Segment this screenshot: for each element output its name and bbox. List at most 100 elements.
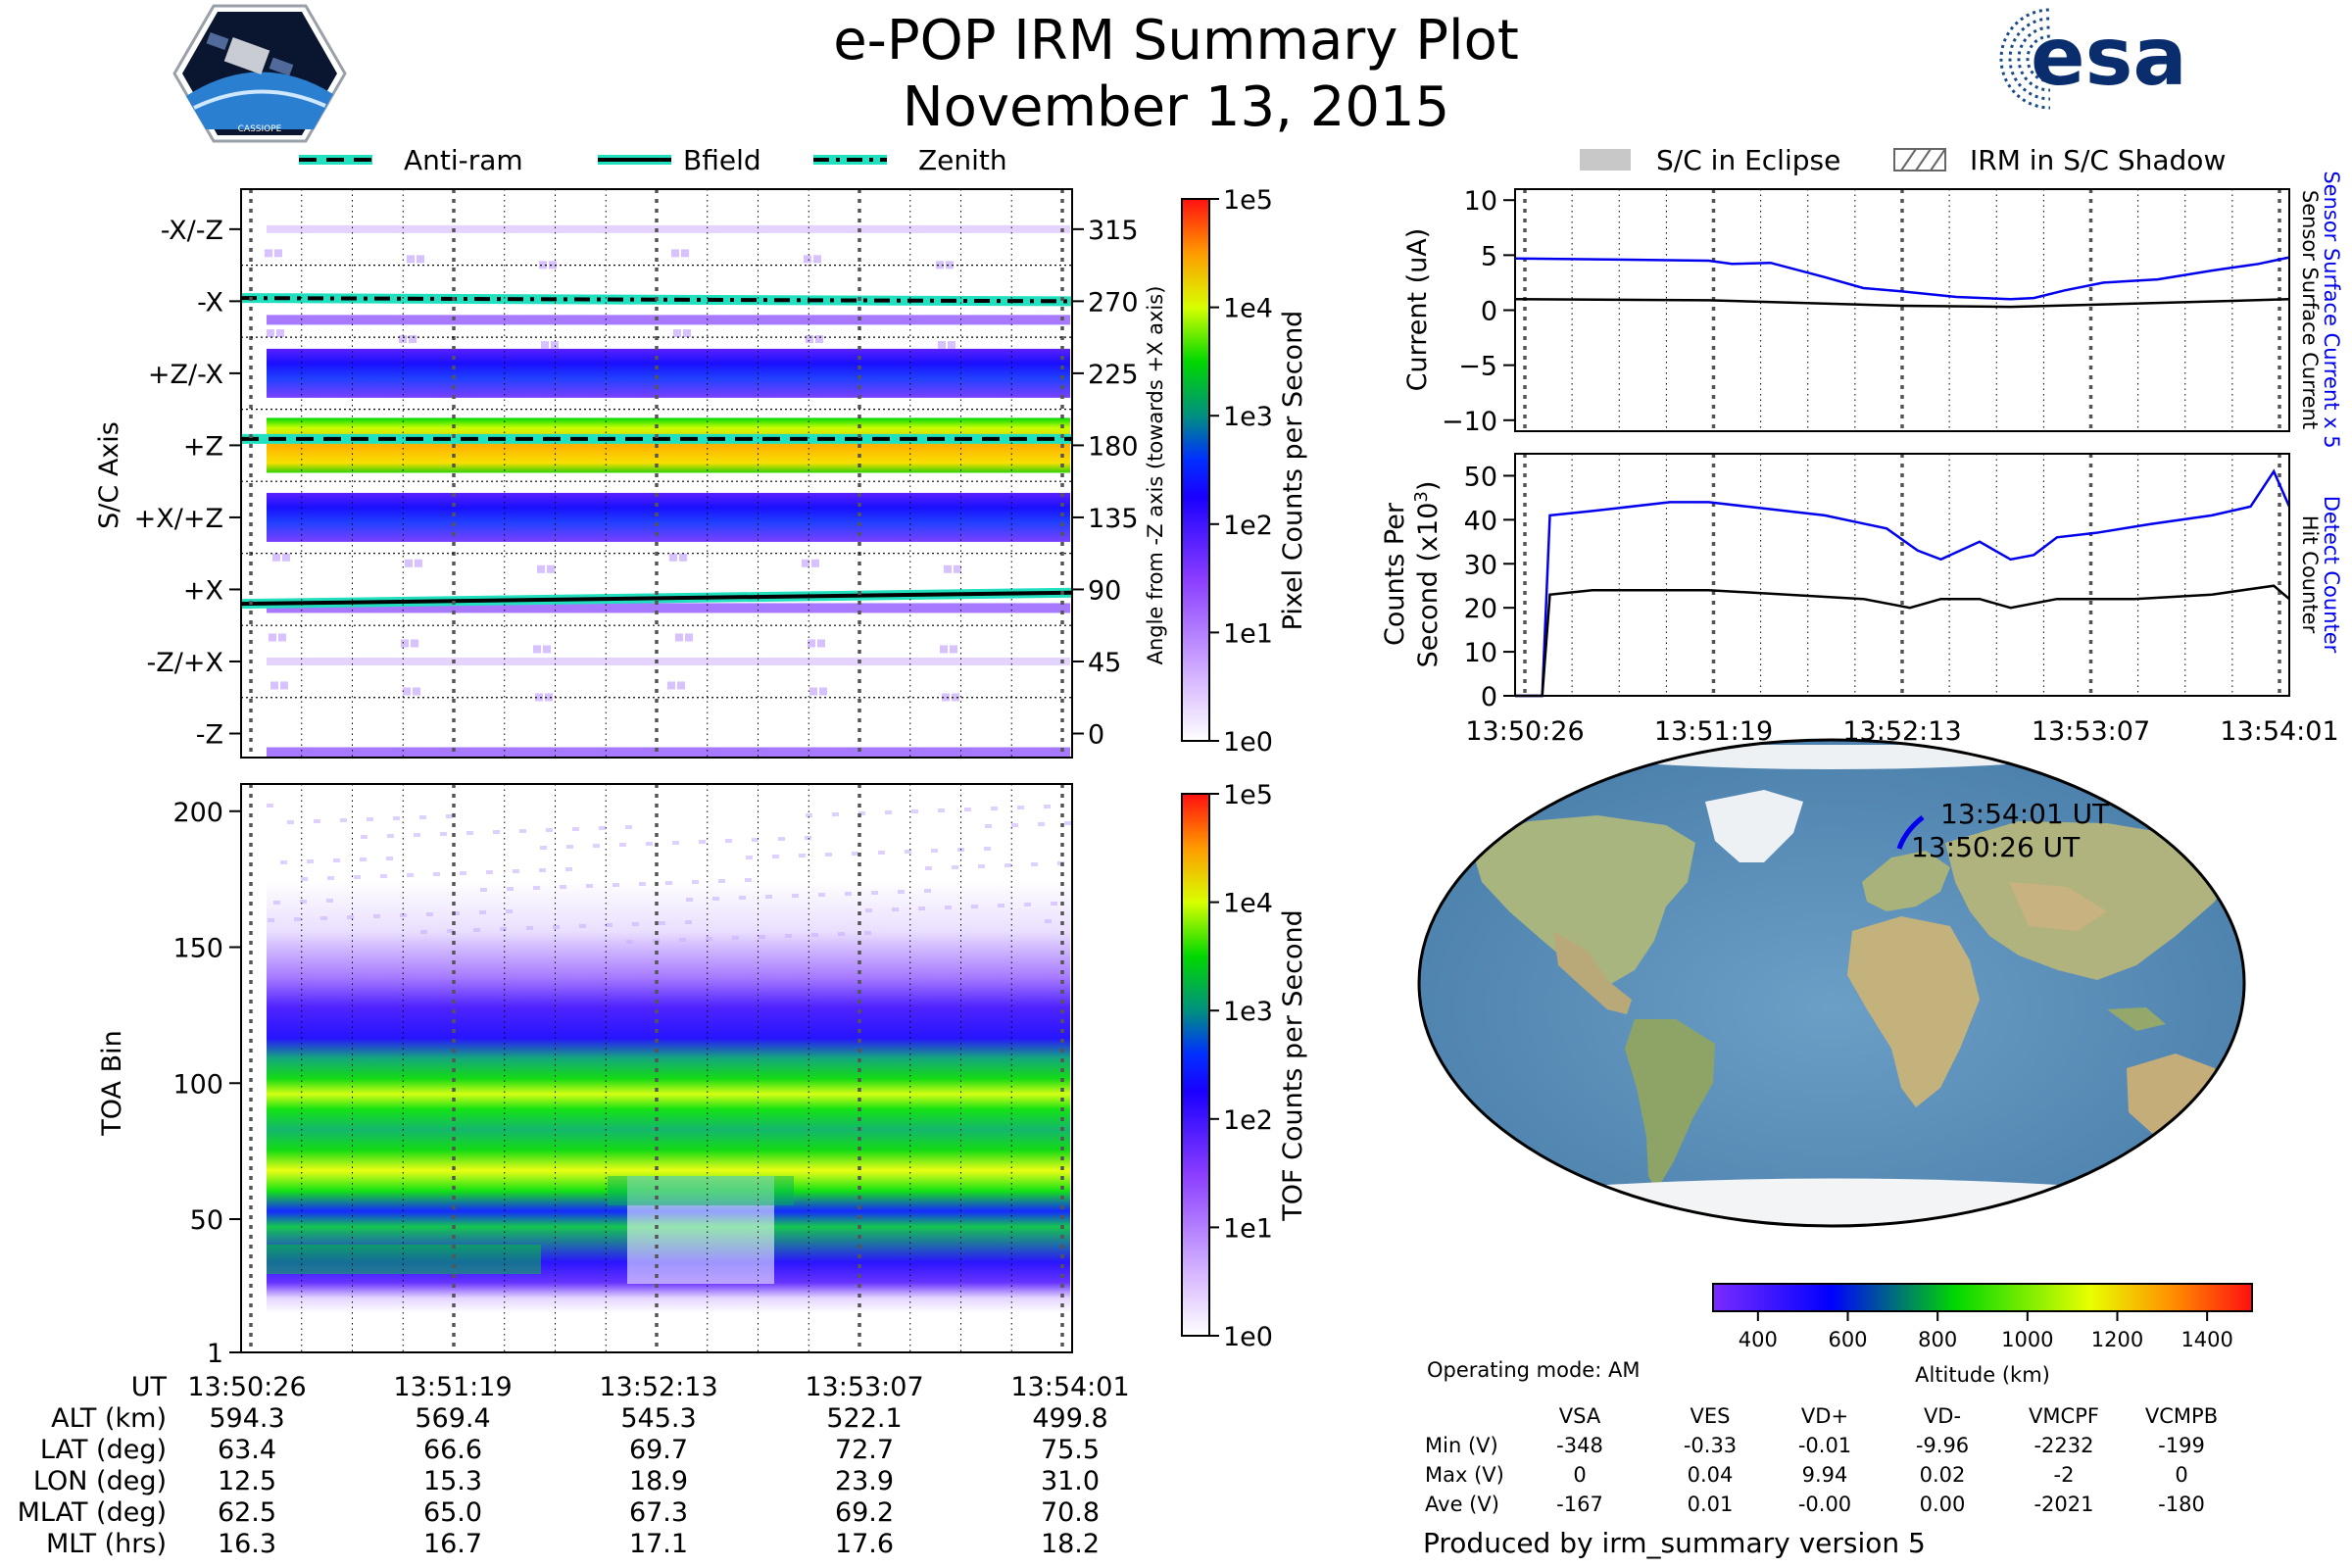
ytick-label: −10 <box>1442 407 1497 437</box>
right-time-label: 13:53:07 <box>2032 716 2150 747</box>
toa-speckle <box>507 887 514 891</box>
toa-speckle <box>486 870 493 874</box>
toa-panel: 200 150 100 50 1 TOA Bin <box>97 783 1073 1369</box>
toa-speckle <box>892 907 899 911</box>
toa-speckle <box>924 889 931 893</box>
ytick-label: 5 <box>1481 241 1497 271</box>
sc-speckle <box>413 687 420 696</box>
sc-axis-left-ticks: -X/-Z -X +Z/-X +Z +X/+Z +X -Z/+X -Z <box>134 216 241 750</box>
toa-speckle <box>619 843 626 847</box>
ephemeris-value: 70.8 <box>1041 1497 1100 1528</box>
toa-speckle <box>1038 822 1045 826</box>
toa-speckle <box>905 850 911 854</box>
legend-shadow-label: IRM in S/C Shadow <box>1970 144 2226 176</box>
sc-axis-label: -Z/+X <box>147 648 223 678</box>
toa-speckle <box>519 829 526 833</box>
toa-speckle <box>593 844 600 848</box>
sc-speckle <box>541 341 549 350</box>
legend-eclipse-swatch <box>1580 149 1631 171</box>
toa-speckle <box>745 878 752 882</box>
toa-speckle <box>367 817 373 821</box>
toa-speckle <box>739 896 746 900</box>
ephemeris-row-label: LAT (deg) <box>40 1435 167 1465</box>
counts-series <box>1514 468 2291 698</box>
sc-angle-label: 315 <box>1088 216 1139 246</box>
toa-speckle <box>386 857 393 860</box>
toa-speckle <box>586 884 593 888</box>
voltage-value: -348 <box>1556 1434 1603 1457</box>
ephemeris-value: 69.7 <box>629 1435 688 1465</box>
ytick-label: 50 <box>1464 462 1497 492</box>
sc-speckle <box>270 681 278 690</box>
sc-speckle <box>535 693 543 702</box>
voltage-value: 0 <box>2175 1463 2187 1487</box>
voltage-value: -0.00 <box>1798 1493 1851 1516</box>
sc-angle-label: 135 <box>1088 504 1139 534</box>
right-time-label: 13:50:26 <box>1465 716 1584 747</box>
toa-speckle <box>778 837 785 841</box>
ephemeris-value: 16.3 <box>218 1529 276 1559</box>
toa-speckle <box>732 936 739 940</box>
sc-axis-label: -X/-Z <box>161 216 223 246</box>
ephemeris-row-label: MLAT (deg) <box>18 1497 167 1528</box>
toa-speckle <box>1064 821 1071 825</box>
toa-speckle <box>712 897 719 901</box>
sc-speckle <box>280 681 288 690</box>
voltage-value: -2 <box>2054 1463 2075 1487</box>
toa-speckle <box>387 834 394 838</box>
toa-speckle <box>400 913 407 917</box>
sc-axis-label: -X <box>197 287 223 318</box>
ephemeris-value: 23.9 <box>835 1466 894 1496</box>
voltage-value: 0.02 <box>1920 1463 1966 1487</box>
toa-speckle <box>407 873 414 877</box>
counts-ylabel-text: Second (x10 <box>1413 503 1444 668</box>
voltage-value: -0.01 <box>1798 1434 1851 1457</box>
toa-speckle <box>373 914 380 918</box>
colorbar-tick-label: 1e5 <box>1223 185 1273 216</box>
sc-speckle <box>954 564 961 573</box>
toa-speckle <box>572 827 579 831</box>
sc-speckle <box>938 341 946 350</box>
legend-right: S/C in Eclipse IRM in S/C Shadow <box>1580 144 2226 176</box>
legend-bfield-label: Bfield <box>683 144 761 176</box>
tof-colorbar: 1e5 1e4 1e3 1e2 1e1 1e0 TOF Counts per Second <box>1181 780 1308 1352</box>
toa-speckle <box>672 841 679 845</box>
voltage-value: 0.00 <box>1920 1493 1966 1516</box>
map-ocean <box>1419 740 2244 1226</box>
voltage-value: -0.33 <box>1684 1434 1737 1457</box>
ephemeris-row-label: LON (deg) <box>33 1466 167 1496</box>
current-ylabel: Current (uA) <box>1402 228 1433 392</box>
mission-badge-text: CASSIOPE <box>238 124 282 134</box>
altitude-tick-label: 800 <box>1918 1328 1957 1351</box>
ephemeris-value: 594.3 <box>209 1403 284 1434</box>
sc-axis-label: -Z <box>196 719 223 750</box>
pixel-colorbar-ticks: 1e5 1e4 1e3 1e2 1e1 1e0 <box>1209 185 1273 758</box>
ephemeris-value: 65.0 <box>423 1497 482 1528</box>
legend-antiram-label: Anti-ram <box>404 144 523 176</box>
toa-speckle <box>772 855 779 858</box>
sc-speckle <box>952 693 959 702</box>
toa-speckle <box>871 891 878 895</box>
voltage-value: 0.01 <box>1688 1493 1734 1516</box>
colorbar-tick-label: 1e2 <box>1223 511 1273 541</box>
toa-speckle <box>273 901 280 905</box>
counts-yticks: 50 40 30 20 10 0 <box>1464 462 1515 712</box>
sc-speckle <box>946 261 954 270</box>
orbit-track <box>1896 815 1925 850</box>
sc-speckle <box>411 639 418 648</box>
toa-speckle <box>1011 823 1018 827</box>
toa-speckle <box>945 906 952 909</box>
voltage-column-header: VMCPF <box>2029 1404 2099 1428</box>
right-time-label: 13:51:19 <box>1654 716 1773 747</box>
voltage-value: 9.94 <box>1802 1463 1848 1487</box>
toa-speckle <box>858 811 865 815</box>
toa-speckle <box>1045 919 1052 923</box>
sc-speckle <box>543 645 551 654</box>
toa-time-gridlines <box>249 784 1064 1352</box>
toa-speckle <box>446 814 453 818</box>
sc-axis-right-ticks: 315 270 225 180 135 90 45 0 <box>1072 216 1139 750</box>
ephemeris-value: 499.8 <box>1032 1403 1107 1434</box>
toa-speckle <box>447 929 454 933</box>
sc-speckle <box>950 645 957 654</box>
sc-speckle <box>675 633 683 642</box>
